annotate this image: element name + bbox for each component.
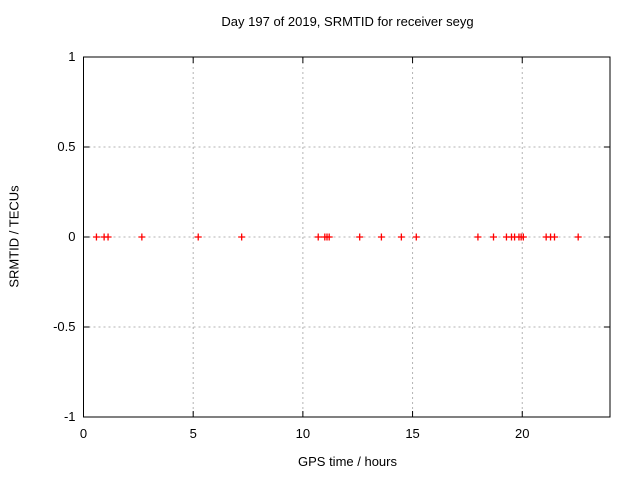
chart-title: Day 197 of 2019, SRMTID for receiver sey… [221,14,474,29]
data-point-marker [314,233,322,241]
y-tick-label: -0.5 [53,319,76,334]
data-point-marker [104,233,112,241]
y-tick-label: 1 [68,49,76,64]
data-point-marker [194,233,202,241]
x-tick-label: 0 [79,426,88,441]
data-point-marker [356,233,364,241]
data-point-marker [519,233,527,241]
data-point-marker [397,233,405,241]
y-tick-label: 0.5 [57,139,76,154]
data-point-marker [377,233,385,241]
x-tick-label: 15 [405,426,420,441]
x-axis-label: GPS time / hours [298,454,397,469]
data-point-marker [474,233,482,241]
x-tick-label: 20 [515,426,530,441]
y-tick-label: 0 [68,229,76,244]
x-tick-label: 10 [295,426,311,441]
data-point-marker [92,233,100,241]
data-point-marker [325,233,333,241]
x-tick-label: 5 [189,426,197,441]
data-point-marker [412,233,420,241]
chart-frame [83,56,611,418]
data-point-marker [574,233,582,241]
data-point-marker [138,233,146,241]
y-tick-label: -1 [63,409,76,424]
data-point-marker [238,233,246,241]
data-point-marker [550,233,558,241]
data-point-marker [490,233,498,241]
